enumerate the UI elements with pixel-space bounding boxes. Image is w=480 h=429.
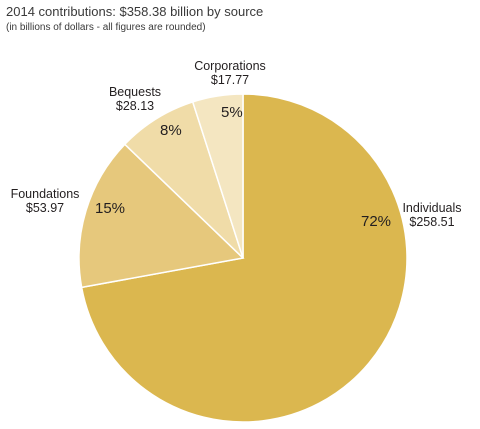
percent-corporations: 5%	[221, 104, 243, 121]
label-individuals-name: Individuals	[402, 201, 462, 215]
label-bequests-name: Bequests	[108, 85, 162, 99]
slice-individuals	[80, 93, 408, 423]
label-corporations-value: $17.77	[210, 73, 250, 87]
label-bequests: Bequests $28.13	[95, 85, 175, 113]
chart-subtitle: (in billions of dollars - all figures ar…	[6, 22, 206, 33]
slice-corporations	[191, 93, 244, 259]
percent-individuals: 72%	[361, 213, 392, 230]
label-corporations-name: Corporations	[194, 59, 266, 73]
label-individuals: Individuals $258.51	[392, 201, 472, 229]
chart-title: 2014 contributions: $358.38 billion by s…	[6, 4, 264, 19]
label-foundations-value: $53.97	[25, 201, 65, 215]
percent-foundations: 15%	[95, 200, 126, 217]
label-corporations: Corporations $17.77	[180, 59, 280, 87]
label-individuals-value: $258.51	[409, 215, 455, 229]
label-foundations: Foundations $53.97	[2, 187, 88, 215]
label-bequests-value: $28.13	[115, 99, 155, 113]
percent-bequests: 8%	[160, 122, 182, 139]
slice-foundations	[78, 143, 245, 289]
label-foundations-name: Foundations	[10, 187, 80, 201]
